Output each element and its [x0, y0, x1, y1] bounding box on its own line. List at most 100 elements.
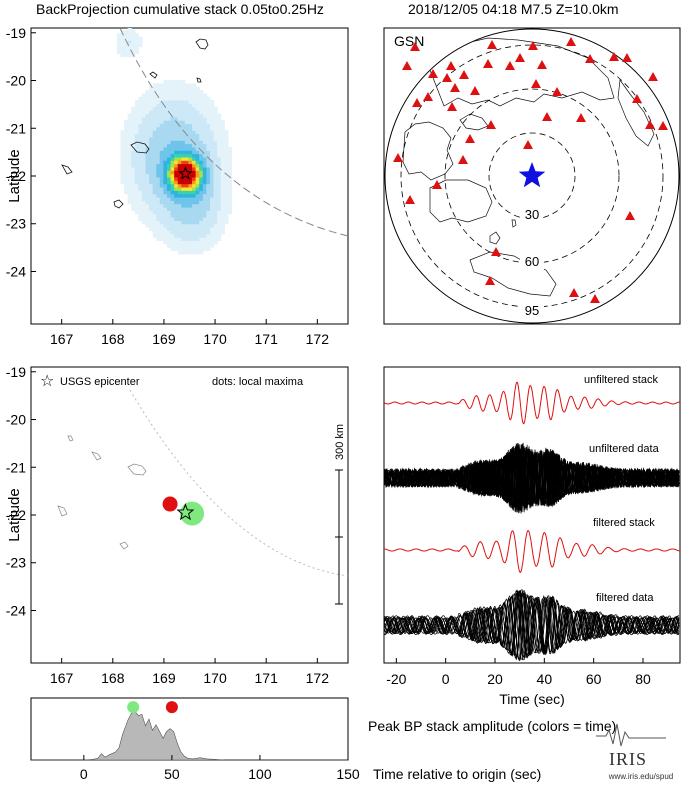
traces-xlabel: Time (sec) [499, 691, 565, 707]
heat-cell [156, 227, 161, 231]
heat-cell [127, 197, 132, 201]
heat-cell [181, 83, 186, 88]
heat-cell [199, 220, 204, 225]
heat-cell [134, 136, 139, 141]
heat-cell [156, 187, 161, 191]
heat-cell [206, 193, 211, 198]
heat-cell [131, 116, 136, 121]
heat-cell [159, 223, 164, 228]
heat-cell [163, 240, 168, 245]
amplitude-fill [31, 711, 348, 761]
heat-cell [134, 200, 139, 205]
heat-cell [134, 120, 139, 124]
heat-cell [217, 180, 222, 185]
heat-cell [141, 153, 147, 158]
heat-cell [213, 120, 218, 124]
heat-cell [227, 153, 232, 158]
heat-cell [217, 213, 222, 218]
trace-label-filtered-stack: filtered stack [593, 517, 655, 529]
heat-cell [227, 203, 232, 208]
heat-cell [152, 106, 157, 111]
heat-cell [167, 183, 172, 188]
heat-cell [213, 227, 218, 231]
heat-cell [159, 197, 164, 201]
heat-cell [134, 100, 139, 104]
heat-cell [177, 156, 182, 161]
heat-cell [145, 213, 150, 218]
heat-cell [163, 93, 168, 98]
heat-cell [184, 100, 190, 104]
heat-cell [124, 150, 129, 155]
heat-cell [188, 200, 193, 205]
heat-cell [177, 116, 182, 121]
heat-cell [138, 103, 143, 108]
heat-cell [170, 120, 175, 124]
heat-cell [224, 153, 229, 158]
heat-cell [174, 80, 179, 84]
heat-cell [224, 173, 229, 178]
heat-cell [177, 197, 182, 201]
heat-cell [202, 203, 207, 208]
heat-cell [138, 217, 143, 221]
heat-cell [206, 180, 211, 185]
heat-cell [188, 96, 193, 101]
heat-cell [184, 156, 190, 161]
heat-cell [159, 130, 164, 135]
heat-cell [220, 160, 225, 165]
heat-cell [188, 177, 193, 181]
heat-cell [141, 213, 147, 218]
heat-cell [163, 207, 168, 211]
heat-cell [120, 166, 125, 171]
heat-cell [220, 180, 225, 185]
heat-cell [220, 183, 225, 188]
station-marker [505, 61, 515, 70]
heat-cell [181, 197, 186, 201]
heat-cell [152, 163, 157, 168]
heat-cell [120, 53, 125, 58]
heat-cell [167, 140, 172, 145]
heat-cell [195, 220, 200, 225]
station-marker [465, 134, 475, 143]
heat-cell [199, 210, 204, 215]
heat-cell [170, 166, 175, 171]
legend-star-label: USGS epicenter [60, 376, 140, 388]
bottom-map-distance-arc [129, 389, 349, 577]
heat-cell [138, 140, 143, 145]
globe-panel: GSN 30 60 95 [383, 27, 681, 325]
heat-cell [120, 143, 125, 148]
heat-cell [202, 197, 207, 201]
heat-cell [163, 223, 168, 228]
heat-cell [138, 166, 143, 171]
heat-cell [195, 120, 200, 124]
station-marker [405, 195, 415, 204]
station-marker [459, 70, 469, 79]
heat-cell [199, 166, 204, 171]
heat-cell [156, 123, 161, 128]
amplitude-frame [30, 697, 349, 761]
bottom-epicenter-star-shape [176, 503, 195, 521]
heat-cell [188, 146, 193, 151]
heat-cell [227, 207, 232, 211]
heat-cell [145, 223, 150, 228]
heat-cell [141, 123, 147, 128]
heat-cell [159, 150, 164, 155]
heat-cell [124, 43, 129, 48]
heat-cell [163, 203, 168, 208]
heat-cell [131, 200, 136, 205]
heat-cell [127, 120, 132, 124]
heat-cell [159, 143, 164, 148]
heat-cell [220, 126, 225, 131]
heat-cell [170, 220, 175, 225]
heat-cell [120, 130, 125, 135]
heat-cell [167, 170, 172, 175]
heat-cell [124, 183, 129, 188]
heat-cell [149, 203, 154, 208]
heat-cell [131, 130, 136, 135]
heat-cell [134, 153, 139, 158]
heat-cell [167, 123, 172, 128]
heat-cell [224, 143, 229, 148]
heat-cell [184, 197, 190, 201]
heat-cell [227, 190, 232, 195]
heat-cell [188, 156, 193, 161]
heat-cell [188, 207, 193, 211]
